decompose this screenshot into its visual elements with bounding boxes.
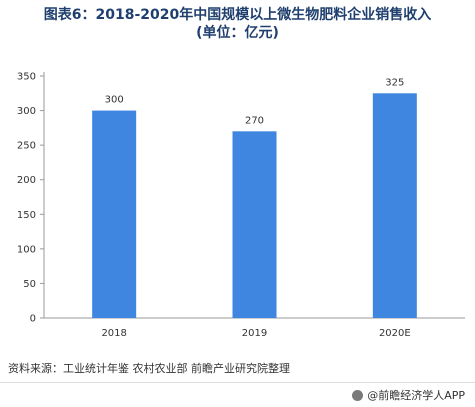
bar bbox=[232, 131, 277, 318]
chart-title: 图表6：2018-2020年中国规模以上微生物肥料企业销售收入 (单位：亿元) bbox=[0, 6, 475, 42]
y-tick-label: 300 bbox=[17, 106, 36, 117]
footer-text: @前瞻经济学人APP bbox=[367, 389, 465, 402]
bar bbox=[92, 110, 137, 318]
source-note: 资料来源：工业统计年鉴 农村农业部 前瞻产业研究院整理 bbox=[8, 362, 290, 375]
footer-divider bbox=[0, 382, 475, 383]
footer-brand: @前瞻经济学人APP bbox=[352, 387, 465, 403]
bar bbox=[372, 93, 417, 319]
y-tick-label: 150 bbox=[17, 210, 36, 221]
x-tick-label: 2019 bbox=[242, 328, 267, 339]
x-tick-label: 2018 bbox=[101, 328, 126, 339]
brand-logo-icon bbox=[352, 389, 364, 401]
data-label: 270 bbox=[245, 115, 264, 126]
y-tick-label: 350 bbox=[17, 72, 36, 83]
y-tick-label: 200 bbox=[17, 175, 36, 186]
y-tick-label: 50 bbox=[23, 279, 36, 290]
x-tick-label: 2020E bbox=[379, 328, 411, 339]
chart-title-line2: (单位：亿元) bbox=[196, 25, 279, 41]
data-label: 325 bbox=[385, 77, 404, 88]
y-tick-label: 100 bbox=[17, 244, 36, 255]
bar-chart: 0 50 100 150 200 250 300 350 300 2018 270 2019 325 20… bbox=[17, 72, 465, 339]
data-label: 300 bbox=[105, 95, 124, 106]
y-tick-label: 0 bbox=[30, 314, 36, 325]
y-tick-label: 250 bbox=[17, 141, 36, 152]
chart-title-line1: 图表6：2018-2020年中国规模以上微生物肥料企业销售收入 bbox=[43, 7, 432, 23]
